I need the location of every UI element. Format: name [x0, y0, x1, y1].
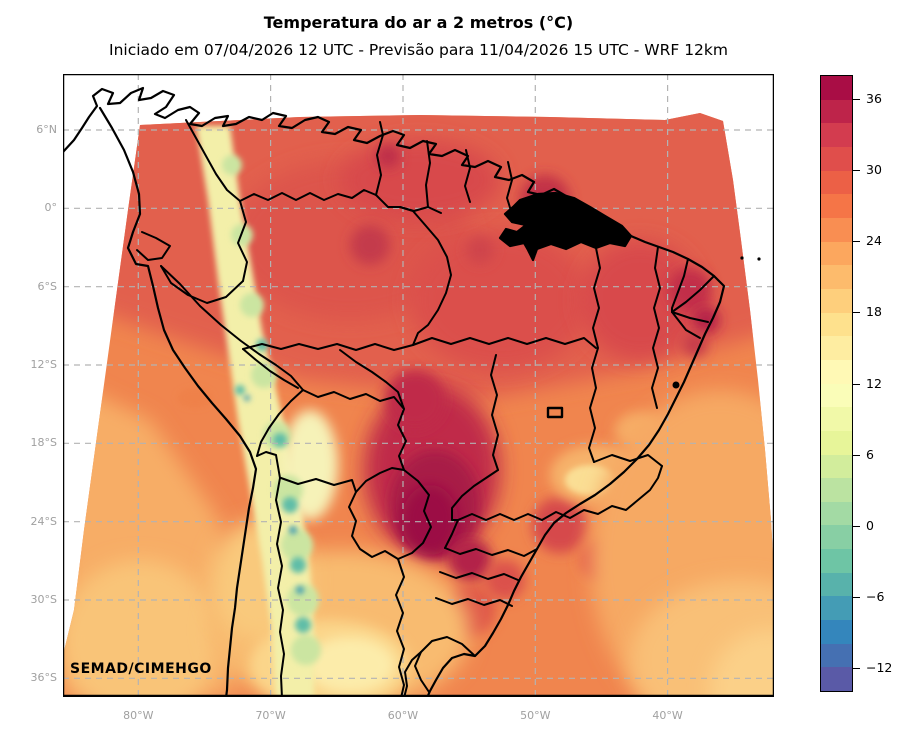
colorbar-band [821, 170, 852, 195]
colorbar-tickmark [853, 383, 860, 385]
x-tick-label: 80°W [123, 709, 154, 722]
x-tick-label: 70°W [255, 709, 286, 722]
colorbar-tickmark [853, 454, 860, 456]
coastline-east [426, 234, 726, 697]
colorbar-band [821, 288, 852, 313]
figure-subtitle: Iniciado em 07/04/2026 12 UTC - Previsão… [109, 41, 728, 59]
colorbar-band [821, 525, 852, 550]
colorbar-tick-label: 0 [866, 517, 874, 533]
colorbar-tick-label: 30 [866, 161, 882, 177]
colorbar-band [821, 430, 852, 455]
x-tick-label: 50°W [520, 709, 551, 722]
colorbar-band [821, 501, 852, 526]
y-tick-label: 6°S [37, 279, 57, 293]
colorbar-band [821, 643, 852, 668]
colorbar-tick-label: −12 [866, 660, 893, 676]
colorbar-tick-label: −6 [866, 589, 885, 605]
coastline-west [98, 106, 258, 697]
colorbar-tickmark [853, 525, 860, 527]
figure-title: Temperatura do ar a 2 metros (°C) [263, 13, 574, 32]
colorbar-tickmark [853, 241, 860, 243]
colorbar-band [821, 478, 852, 502]
colorbar-band [821, 383, 852, 408]
colorbar-tickmark [853, 312, 860, 314]
x-tick-label: 60°W [387, 709, 419, 722]
y-tick-label: 36°S [30, 671, 57, 685]
colorbar-band [821, 407, 852, 431]
colorbar-tick-label: 6 [866, 446, 874, 462]
map-canvas [63, 74, 774, 697]
colorbar-band [821, 241, 852, 266]
y-tick-label: 18°S [30, 436, 57, 450]
colorbar-band [821, 336, 852, 360]
colorbar-tick-label: 24 [866, 233, 882, 249]
colorbar [820, 75, 853, 692]
colorbar-band [821, 123, 852, 147]
x-tick-label: 40°W [652, 709, 683, 722]
colorbar-band [821, 312, 852, 337]
y-tick-label: 6°N [36, 123, 57, 136]
colorbar-band [821, 359, 852, 384]
y-tick-label: 12°S [30, 357, 57, 371]
colorbar-band [821, 217, 852, 242]
colorbar-tickmark [853, 668, 860, 670]
colorbar-band [821, 194, 852, 218]
colorbar-band [821, 454, 852, 479]
coastline-north [63, 86, 610, 229]
y-tick-label: 30°S [30, 592, 57, 606]
y-tick-label: 0° [44, 201, 58, 215]
colorbar-tick-label: 36 [866, 90, 882, 106]
map-frame [63, 74, 774, 697]
colorbar-tickmark [853, 98, 860, 100]
colorbar-band [821, 572, 852, 597]
colorbar-band [821, 146, 852, 171]
watermark-label: SEMAD/CIMEHGO [70, 661, 212, 677]
colorbar-band [821, 265, 852, 289]
y-tick-label: 24°S [30, 514, 57, 528]
boundaries [63, 86, 761, 697]
colorbar-tick-label: 18 [866, 304, 882, 320]
amazon-estuary [498, 191, 633, 262]
colorbar-tickmark [853, 597, 860, 599]
colorbar-tickmark [853, 169, 860, 171]
colorbar-band [821, 667, 852, 692]
colorbar-tick-label: 12 [866, 375, 882, 391]
colorbar-band [821, 596, 852, 621]
colorbar-band [821, 76, 852, 100]
colorbar-band [821, 99, 852, 124]
colorbar-band [821, 549, 852, 573]
grid-lines [63, 74, 774, 696]
colorbar-band [821, 620, 852, 644]
